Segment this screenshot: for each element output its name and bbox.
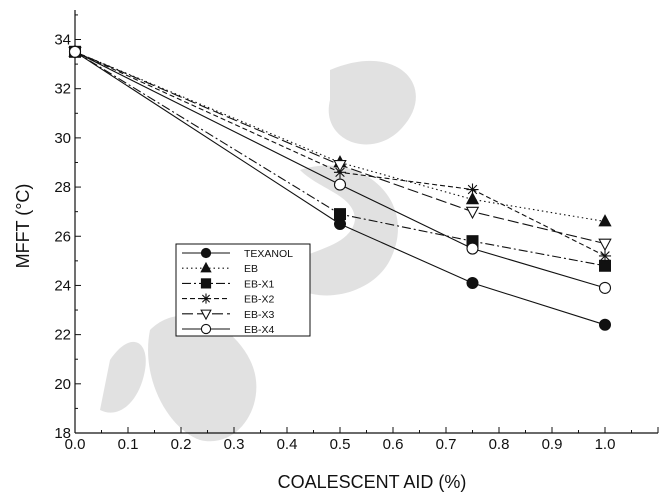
legend-label-eb-x1: EB-X1 <box>244 278 275 290</box>
data-point-eb-x4 <box>333 178 347 191</box>
x-tick-label: 0.7 <box>436 436 457 453</box>
legend-label-eb-x3: EB-X3 <box>244 309 275 321</box>
series-line-eb-x3 <box>74 51 606 245</box>
y-axis-title: MFFT (°C) <box>13 184 33 269</box>
legend-item-eb: EB <box>182 261 258 275</box>
series-eb-x4 <box>68 45 612 294</box>
legend-item-eb-x4: EB-X4 <box>182 323 275 336</box>
y-tick-label: 26 <box>54 228 71 245</box>
legend-marker-eb-x1 <box>200 278 212 289</box>
x-tick-label: 0.3 <box>224 436 245 453</box>
x-tick-label: 0.4 <box>277 436 298 453</box>
data-point-texanol <box>466 276 479 289</box>
series-line-texanol <box>74 51 606 326</box>
legend-item-eb-x2: EB-X2 <box>182 293 275 306</box>
data-point-eb-x2 <box>466 183 479 196</box>
x-tick-label: 0.0 <box>65 436 86 453</box>
legend-label-eb-x4: EB-X4 <box>244 324 275 336</box>
y-tick-label: 18 <box>54 425 71 442</box>
x-tick-label: 0.8 <box>489 436 510 453</box>
x-tick-label: 0.2 <box>171 436 192 453</box>
legend-item-texanol: TEXANOL <box>182 247 293 260</box>
series-line-eb-x1 <box>74 51 606 267</box>
legend-label-eb: EB <box>244 263 258 275</box>
legend-label-texanol: TEXANOL <box>244 248 293 260</box>
y-tick-label: 32 <box>54 81 71 98</box>
data-point-eb <box>598 214 612 227</box>
axes: 0.0 0.1 0.2 0.3 0.4 0.5 0.6 0.7 0.8 0.9 1.0 18 20 22 2… <box>54 10 659 453</box>
legend-marker-eb <box>200 261 212 273</box>
legend-item-eb-x3: EB-X3 <box>182 309 275 321</box>
x-tick-label: 0.9 <box>542 436 563 453</box>
legend-item-eb-x1: EB-X1 <box>182 278 275 290</box>
legend-box <box>175 243 311 337</box>
y-tick-label: 34 <box>54 32 71 49</box>
x-axis-title: COALESCENT AID (%) <box>278 472 467 492</box>
series-line-eb <box>74 51 606 223</box>
data-point-eb-x4 <box>598 281 612 294</box>
data-point-eb-x3 <box>598 238 612 252</box>
data-point-eb-x2 <box>598 249 612 262</box>
x-tick-label: 0.6 <box>383 436 404 453</box>
y-tick-label: 20 <box>54 376 71 393</box>
legend-marker-texanol <box>200 247 212 259</box>
y-tick-label: 28 <box>54 179 71 196</box>
data-point-eb-x4 <box>68 45 82 58</box>
data-point-eb-x1 <box>334 208 346 221</box>
legend-label-eb-x2: EB-X2 <box>244 294 275 306</box>
legend: TEXANOL EB EB-X1 EB-X2 EB-X3 EB-X4 <box>175 243 311 337</box>
data-point-eb-x3 <box>333 159 347 173</box>
x-tick-label: 0.5 <box>330 436 351 453</box>
y-tick-label: 24 <box>54 277 71 294</box>
x-tick-label: 1.0 <box>595 436 616 453</box>
data-point-eb <box>465 191 480 205</box>
data-point-eb-x4 <box>466 242 479 255</box>
data-point-texanol <box>599 318 611 331</box>
series-line-eb-x4 <box>74 51 606 289</box>
data-point-eb-x3 <box>465 206 480 220</box>
legend-marker-eb-x2 <box>200 293 212 304</box>
legend-marker-eb-x4 <box>200 323 212 335</box>
series-line-eb-x2 <box>74 51 606 257</box>
legend-marker-eb-x3 <box>200 309 212 321</box>
series-layer <box>68 44 612 331</box>
y-tick-label: 22 <box>54 327 71 344</box>
x-tick-label: 0.1 <box>118 436 139 453</box>
y-tick-label: 30 <box>54 130 71 147</box>
